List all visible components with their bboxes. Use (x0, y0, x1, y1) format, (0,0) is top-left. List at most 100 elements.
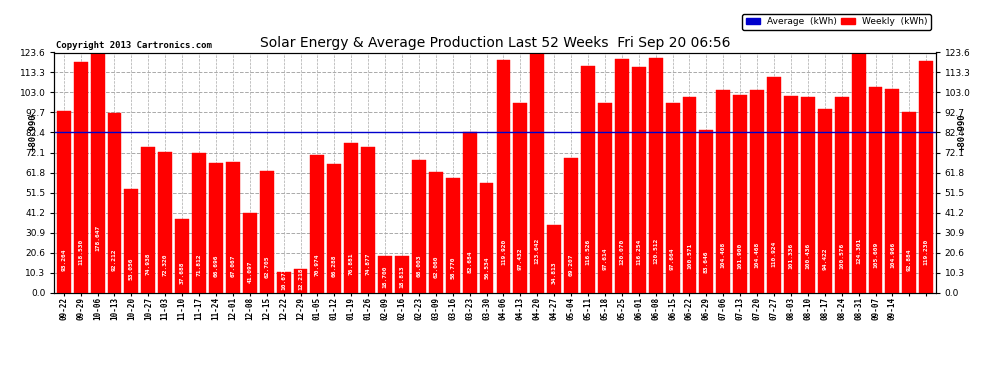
Text: 92.884: 92.884 (907, 248, 912, 271)
Text: 67.067: 67.067 (231, 254, 236, 277)
Text: 68.003: 68.003 (417, 254, 422, 277)
Text: 120.070: 120.070 (620, 238, 625, 264)
Text: 116.526: 116.526 (585, 239, 590, 266)
Text: +80.990: +80.990 (957, 114, 966, 151)
Bar (682, 97, 696, 292)
Bar (598, 103, 612, 292)
Bar (294, 269, 308, 292)
Bar (868, 87, 882, 292)
Bar (734, 94, 747, 292)
Bar (345, 143, 358, 292)
Text: 124.301: 124.301 (856, 237, 861, 264)
Bar (531, 53, 544, 292)
Bar (903, 112, 917, 292)
Bar (226, 162, 240, 292)
Bar (108, 114, 122, 292)
Text: 104.468: 104.468 (754, 242, 759, 268)
Bar (361, 147, 375, 292)
Bar (514, 103, 528, 292)
Bar (259, 171, 273, 292)
Text: 94.422: 94.422 (823, 248, 828, 270)
Bar (885, 88, 899, 292)
Text: 97.664: 97.664 (670, 247, 675, 270)
Bar (243, 213, 256, 292)
Text: 62.060: 62.060 (434, 255, 439, 278)
Text: 93.264: 93.264 (61, 248, 66, 271)
Text: 119.920: 119.920 (501, 238, 506, 264)
Bar (209, 163, 223, 292)
Bar (328, 164, 342, 292)
Bar (920, 61, 934, 292)
Text: 76.881: 76.881 (348, 252, 353, 274)
Text: 53.056: 53.056 (129, 258, 134, 280)
Text: Copyright 2013 Cartronics.com: Copyright 2013 Cartronics.com (56, 41, 212, 50)
Text: 97.432: 97.432 (518, 247, 523, 270)
Text: 105.609: 105.609 (873, 242, 878, 268)
Bar (750, 90, 764, 292)
Bar (462, 132, 476, 292)
Text: 82.684: 82.684 (467, 251, 472, 273)
Title: Solar Energy & Average Production Last 52 Weeks  Fri Sep 20 06:56: Solar Energy & Average Production Last 5… (259, 36, 731, 50)
Bar (125, 189, 139, 292)
Text: 41.097: 41.097 (248, 260, 252, 283)
Text: 71.812: 71.812 (197, 253, 202, 276)
Bar (378, 256, 392, 292)
Bar (142, 147, 155, 292)
Text: 10.671: 10.671 (281, 267, 286, 290)
Bar (412, 160, 426, 292)
Text: +80.990: +80.990 (29, 114, 38, 151)
Text: 74.938: 74.938 (146, 252, 150, 275)
Bar (395, 256, 409, 292)
Bar (818, 109, 832, 292)
Text: 116.254: 116.254 (637, 239, 642, 266)
Text: 110.924: 110.924 (771, 240, 776, 267)
Text: 118.530: 118.530 (78, 238, 83, 265)
Bar (648, 58, 662, 292)
Bar (547, 225, 561, 292)
Text: 178.647: 178.647 (95, 225, 100, 251)
Text: 100.576: 100.576 (840, 243, 844, 269)
Bar (73, 62, 87, 292)
Text: 74.877: 74.877 (365, 252, 370, 275)
Text: 101.336: 101.336 (788, 243, 793, 269)
Bar (446, 178, 459, 292)
Text: 62.705: 62.705 (264, 255, 269, 278)
Text: 70.974: 70.974 (315, 254, 320, 276)
Bar (56, 111, 70, 292)
Bar (158, 152, 172, 292)
Bar (497, 60, 511, 292)
Bar (615, 59, 629, 292)
Text: 97.614: 97.614 (603, 247, 608, 270)
Text: 123.642: 123.642 (535, 237, 540, 264)
Text: 83.646: 83.646 (704, 251, 709, 273)
Bar (429, 172, 443, 292)
Text: 37.688: 37.688 (179, 261, 184, 284)
Bar (835, 97, 848, 292)
Text: 100.436: 100.436 (806, 243, 811, 269)
Bar (564, 158, 578, 292)
Text: 100.571: 100.571 (687, 243, 692, 269)
Text: 66.696: 66.696 (214, 255, 219, 277)
Text: 101.900: 101.900 (738, 243, 742, 269)
Text: 18.813: 18.813 (400, 266, 405, 288)
Text: 120.512: 120.512 (653, 238, 658, 264)
Text: 72.320: 72.320 (162, 253, 167, 276)
Text: 119.230: 119.230 (924, 238, 929, 265)
Text: 92.212: 92.212 (112, 249, 117, 271)
Bar (479, 183, 493, 292)
Bar (175, 219, 189, 292)
Legend: Average  (kWh), Weekly  (kWh): Average (kWh), Weekly (kWh) (742, 14, 931, 30)
Text: 58.770: 58.770 (450, 256, 455, 279)
Bar (632, 67, 645, 292)
Bar (311, 154, 325, 292)
Bar (700, 130, 714, 292)
Bar (665, 103, 679, 292)
Text: 66.288: 66.288 (332, 255, 337, 277)
Bar (801, 98, 815, 292)
Text: 104.408: 104.408 (721, 242, 726, 268)
Text: 56.534: 56.534 (484, 257, 489, 279)
Bar (851, 51, 865, 292)
Bar (192, 153, 206, 292)
Text: 18.700: 18.700 (382, 266, 387, 288)
Text: 69.207: 69.207 (568, 254, 573, 276)
